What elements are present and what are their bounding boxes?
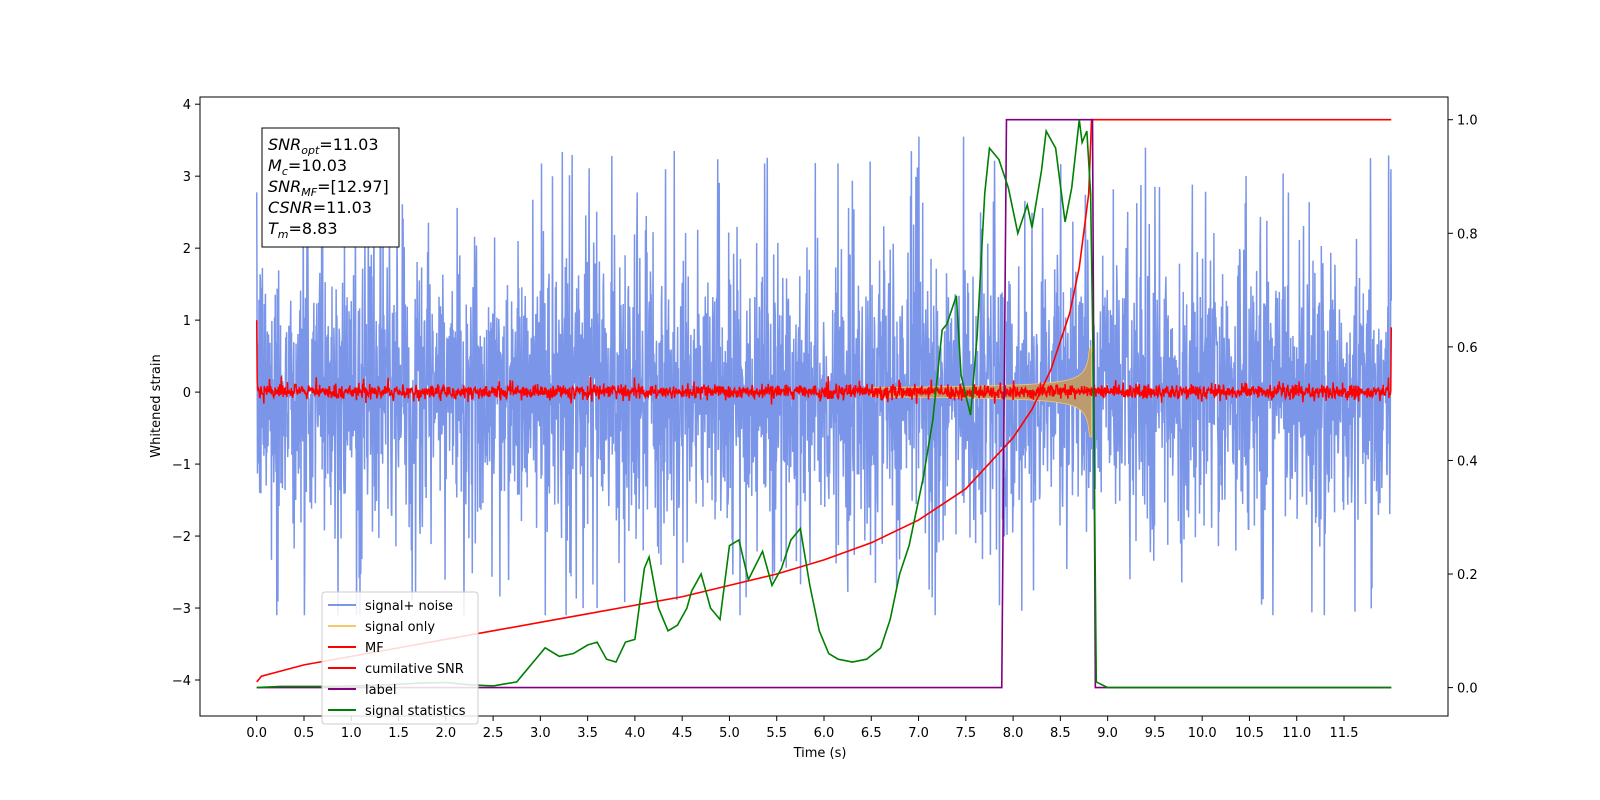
x-tick-label: 3.5 (577, 726, 598, 741)
y-axis-label: Whitened strain (149, 354, 164, 457)
x-tick-label: 2.5 (483, 726, 504, 741)
y-left-tick-label: 2 (183, 242, 191, 257)
x-axis-ticks: 0.0 0.5 1.0 1.5 2.0 2.5 3.0 3.5 4.0 4.5 5.0 5.5 6.0 6… (246, 716, 1358, 741)
x-tick-label: 6.5 (861, 726, 882, 741)
y-axis-left-ticks: 4 3 2 1 0 −1 −2 −3 −4 (172, 98, 200, 689)
legend-label: MF (365, 641, 384, 656)
annotation-box-frame (261, 127, 400, 248)
x-tick-label: 2.0 (435, 726, 456, 741)
x-tick-label: 10.5 (1235, 726, 1264, 741)
annotation-line: SNRopt=11.03 (268, 135, 379, 157)
x-tick-label: 4.5 (672, 726, 693, 741)
y-axis-right-ticks: 1.0 0.8 0.6 0.4 0.2 0.0 (1448, 114, 1478, 697)
x-tick-label: 9.5 (1145, 726, 1166, 741)
annotation-line: SNRMF=[12.97] (268, 177, 389, 199)
y-left-tick-label: −4 (172, 674, 191, 689)
legend-label: label (365, 683, 396, 698)
x-tick-label: 7.5 (955, 726, 976, 741)
x-tick-label: 5.0 (719, 726, 740, 741)
x-tick-label: 1.5 (388, 726, 409, 741)
y-right-tick-label: 0.0 (1457, 682, 1478, 697)
x-tick-label: 10.0 (1188, 726, 1217, 741)
x-tick-label: 0.5 (294, 726, 315, 741)
x-tick-label: 5.5 (766, 726, 787, 741)
y-left-tick-label: 4 (183, 98, 191, 113)
x-tick-label: 8.0 (1003, 726, 1024, 741)
x-tick-label: 9.0 (1097, 726, 1118, 741)
x-tick-label: 3.0 (530, 726, 551, 741)
y-left-tick-label: 0 (183, 386, 191, 401)
x-tick-label: 1.0 (341, 726, 362, 741)
series-mf (255, 320, 1393, 405)
series-signal-noise (255, 136, 1393, 616)
y-right-tick-label: 0.6 (1457, 341, 1478, 356)
y-left-tick-label: −2 (172, 530, 191, 545)
annotation-box: SNRopt=11.03Mc=10.03SNRMF=[12.97]CSNR=11… (261, 127, 400, 248)
y-right-tick-label: 0.2 (1457, 568, 1478, 583)
x-tick-label: 0.0 (246, 726, 267, 741)
legend-label: signal only (365, 620, 435, 635)
x-tick-label: 4.0 (625, 726, 646, 741)
legend-frame (321, 591, 479, 725)
y-left-tick-label: 3 (183, 170, 191, 185)
legend-label: signal+ noise (365, 599, 453, 614)
x-axis-label: Time (s) (793, 746, 847, 761)
series-signal-statistics (256, 119, 1392, 689)
legend-label: signal statistics (365, 704, 466, 719)
y-left-tick-label: −1 (172, 458, 191, 473)
x-tick-label: 11.0 (1282, 726, 1311, 741)
legend-label: cumilative SNR (365, 662, 464, 677)
y-left-tick-label: 1 (183, 314, 191, 329)
annotation-line: Mc=10.03 (268, 156, 347, 178)
annotation-line: Tm=8.83 (268, 219, 338, 241)
annotation-line: CSNR=11.03 (268, 198, 372, 217)
y-right-tick-label: 0.8 (1457, 227, 1478, 242)
y-right-tick-label: 0.4 (1457, 454, 1478, 469)
x-tick-label: 11.5 (1330, 726, 1359, 741)
x-tick-label: 8.5 (1050, 726, 1071, 741)
x-tick-label: 6.0 (814, 726, 835, 741)
x-tick-label: 7.0 (908, 726, 929, 741)
legend: signal+ noise signal only MF cumilative SNR… (321, 591, 479, 725)
y-right-tick-label: 1.0 (1457, 114, 1478, 129)
y-left-tick-label: −3 (172, 602, 191, 617)
